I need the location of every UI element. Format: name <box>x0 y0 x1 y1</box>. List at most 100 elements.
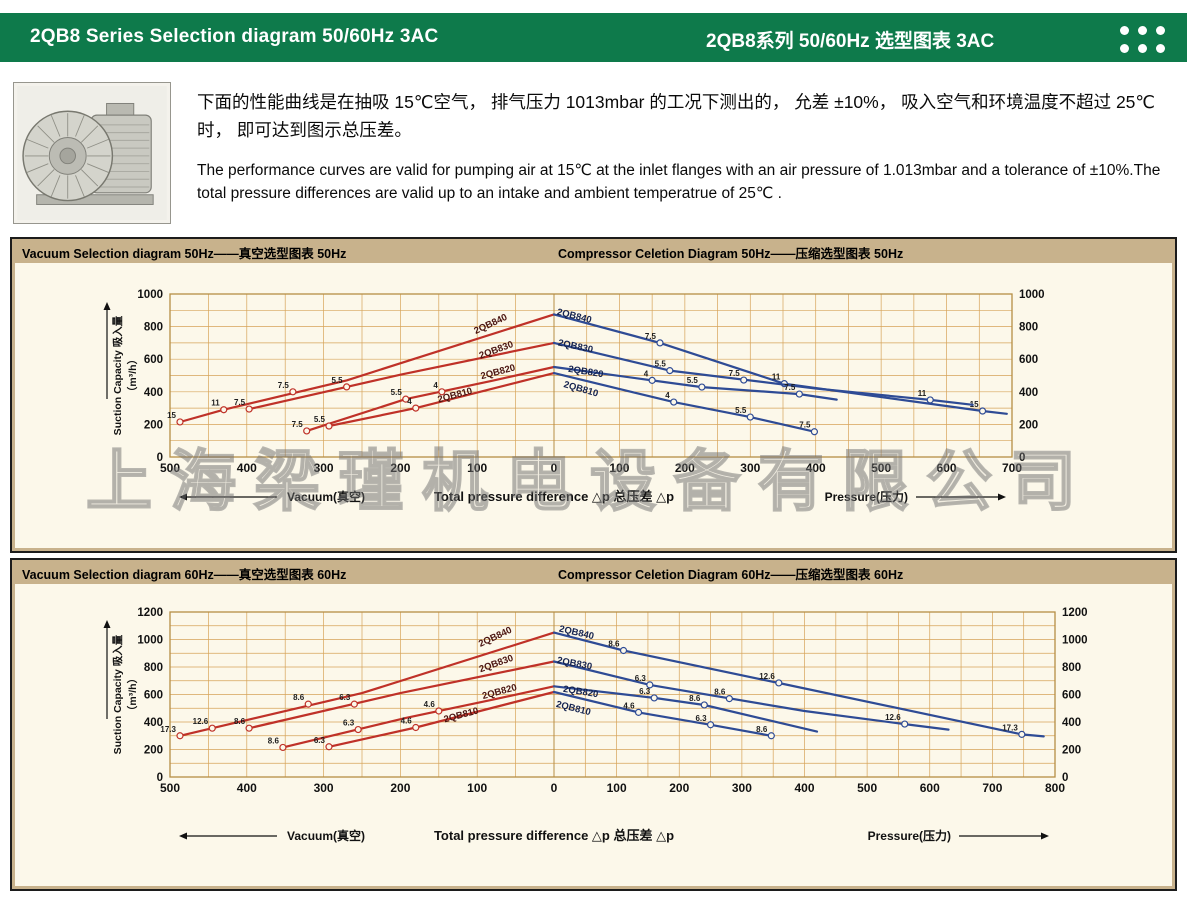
svg-text:700: 700 <box>982 781 1002 795</box>
svg-text:100: 100 <box>467 461 487 475</box>
svg-text:8.6: 8.6 <box>234 717 246 726</box>
svg-text:1000: 1000 <box>1019 289 1045 301</box>
svg-text:200: 200 <box>144 419 163 431</box>
chart-area-60hz: 0 0 200 200 400 400 600 600 800 800 1000 1000 1200 12… <box>15 584 1172 886</box>
svg-text:200: 200 <box>675 461 695 475</box>
svg-text:600: 600 <box>144 690 163 702</box>
svg-text:300: 300 <box>740 461 760 475</box>
svg-text:7.5: 7.5 <box>645 332 657 341</box>
svg-text:1000: 1000 <box>137 289 163 301</box>
svg-text:（m³/h）: （m³/h） <box>126 673 139 716</box>
svg-text:15: 15 <box>167 411 176 420</box>
svg-text:400: 400 <box>144 387 163 399</box>
svg-text:700: 700 <box>1002 461 1022 475</box>
svg-text:（m³/h）: （m³/h） <box>126 354 139 397</box>
svg-text:Suction Capacity 吸入量: Suction Capacity 吸入量 <box>111 315 124 435</box>
svg-text:600: 600 <box>1062 690 1081 702</box>
svg-text:800: 800 <box>144 662 163 674</box>
svg-text:500: 500 <box>857 781 877 795</box>
svg-text:2QB840: 2QB840 <box>472 312 509 337</box>
svg-text:12.6: 12.6 <box>885 713 901 722</box>
svg-text:400: 400 <box>1019 387 1038 399</box>
svg-text:500: 500 <box>160 461 180 475</box>
svg-text:Total pressure difference △p 总: Total pressure difference △p 总压差 △p <box>434 828 674 843</box>
panel-60hz: Vacuum Selection diagram 60Hz——真空选型图表 60… <box>10 558 1177 891</box>
svg-text:Suction Capacity 吸入量: Suction Capacity 吸入量 <box>111 634 124 754</box>
svg-text:12.6: 12.6 <box>759 672 775 681</box>
svg-text:4: 4 <box>407 397 412 406</box>
svg-text:400: 400 <box>237 461 257 475</box>
svg-text:1000: 1000 <box>137 635 163 647</box>
svg-text:0: 0 <box>551 781 558 795</box>
panel60-compressor-title: Compressor Celetion Diagram 60Hz——压缩选型图表… <box>558 568 904 582</box>
svg-text:15: 15 <box>970 400 979 409</box>
svg-text:400: 400 <box>794 781 814 795</box>
svg-text:2QB820: 2QB820 <box>567 364 604 380</box>
svg-text:Vacuum(真空): Vacuum(真空) <box>287 828 365 843</box>
svg-text:2QB830: 2QB830 <box>556 655 593 673</box>
svg-text:800: 800 <box>144 322 163 334</box>
svg-text:4: 4 <box>433 381 438 390</box>
svg-text:Total pressure difference △p 总: Total pressure difference △p 总压差 △p <box>434 489 674 504</box>
svg-text:7.5: 7.5 <box>799 421 811 430</box>
svg-text:1000: 1000 <box>1062 635 1088 647</box>
svg-text:4: 4 <box>644 369 649 378</box>
svg-text:400: 400 <box>1062 717 1081 729</box>
svg-text:7.5: 7.5 <box>234 398 246 407</box>
svg-text:6.3: 6.3 <box>635 674 647 683</box>
panel-50hz: Vacuum Selection diagram 50Hz——真空选型图表 50… <box>10 237 1177 553</box>
svg-text:600: 600 <box>1019 354 1038 366</box>
svg-text:2QB830: 2QB830 <box>478 339 515 361</box>
svg-text:4: 4 <box>665 391 670 400</box>
svg-text:100: 100 <box>607 781 627 795</box>
svg-text:100: 100 <box>467 781 487 795</box>
svg-text:7.5: 7.5 <box>278 381 290 390</box>
svg-text:600: 600 <box>920 781 940 795</box>
svg-text:2QB840: 2QB840 <box>556 307 593 326</box>
svg-text:200: 200 <box>144 745 163 757</box>
svg-text:8.6: 8.6 <box>689 694 701 703</box>
svg-text:Pressure(压力): Pressure(压力) <box>868 828 951 843</box>
svg-text:11: 11 <box>211 399 220 408</box>
svg-text:400: 400 <box>237 781 257 795</box>
svg-text:4.6: 4.6 <box>401 717 413 726</box>
svg-text:500: 500 <box>160 781 180 795</box>
svg-text:5.5: 5.5 <box>735 406 747 415</box>
svg-text:7.5: 7.5 <box>292 420 304 429</box>
svg-text:8.6: 8.6 <box>756 725 768 734</box>
svg-text:8.6: 8.6 <box>268 736 280 745</box>
svg-text:400: 400 <box>806 461 826 475</box>
chart-60hz-canvas: 0 0 200 200 400 400 600 600 800 800 1000 1000 1200 12… <box>103 607 1088 843</box>
svg-text:5.5: 5.5 <box>687 376 699 385</box>
panel60-header-strip: Vacuum Selection diagram 60Hz——真空选型图表 60… <box>12 560 1175 582</box>
svg-text:800: 800 <box>1045 781 1065 795</box>
panel60-vacuum-title: Vacuum Selection diagram 60Hz——真空选型图表 60… <box>22 568 347 582</box>
svg-text:17.3: 17.3 <box>1002 723 1018 732</box>
svg-text:200: 200 <box>669 781 689 795</box>
svg-text:1200: 1200 <box>1062 607 1088 619</box>
svg-text:11: 11 <box>918 389 927 398</box>
svg-text:1200: 1200 <box>137 607 163 619</box>
svg-text:200: 200 <box>1062 745 1081 757</box>
svg-text:2QB830: 2QB830 <box>557 338 594 356</box>
svg-text:6.3: 6.3 <box>314 736 326 745</box>
svg-text:6.3: 6.3 <box>343 719 355 728</box>
svg-text:6.3: 6.3 <box>695 714 707 723</box>
svg-text:12.6: 12.6 <box>193 717 209 726</box>
svg-text:6.3: 6.3 <box>639 687 651 696</box>
svg-text:200: 200 <box>1019 419 1038 431</box>
svg-text:0: 0 <box>157 772 163 784</box>
svg-text:Vacuum(真空): Vacuum(真空) <box>287 489 365 504</box>
page-title-cn: 2QB8系列 50/60Hz 选型图表 3AC <box>706 31 995 52</box>
svg-text:200: 200 <box>390 461 410 475</box>
intro-text-en: The performance curves are valid for pum… <box>197 161 1161 202</box>
panel50-vacuum-title: Vacuum Selection diagram 50Hz——真空选型图表 50… <box>22 247 347 261</box>
svg-text:0: 0 <box>551 461 558 475</box>
panel50-compressor-title: Compressor Celetion Diagram 50Hz——压缩选型图表… <box>558 247 904 261</box>
svg-text:800: 800 <box>1062 662 1081 674</box>
svg-text:200: 200 <box>390 781 410 795</box>
svg-text:100: 100 <box>609 461 629 475</box>
page-title-en: 2QB8 Series Selection diagram 50/60Hz 3A… <box>30 26 439 47</box>
